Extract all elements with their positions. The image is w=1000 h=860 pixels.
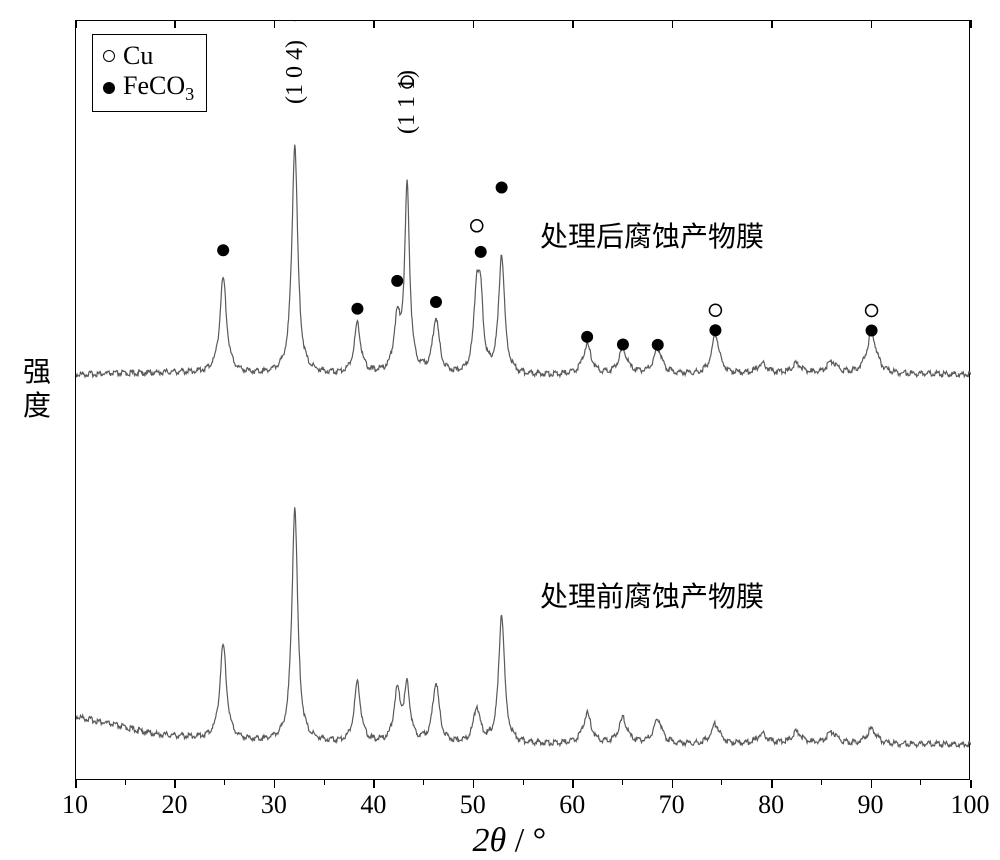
feco3-peak-marker-icon [496, 181, 508, 193]
x-tick [672, 20, 674, 28]
feco3-peak-marker-icon [351, 303, 363, 315]
legend-row: FeCO3 [103, 71, 194, 105]
cu-peak-marker-icon [471, 220, 483, 232]
xrd-chart: 强 度 2θ / ° CuFeCO3 10 20 30 40 50 60 70 80 90 100… [0, 0, 1000, 858]
x-tick-label: 90 [858, 790, 884, 820]
x-minor-tick [125, 780, 126, 785]
x-tick [274, 780, 276, 788]
y-axis-label: 强 度 [12, 0, 62, 780]
x-minor-tick [821, 780, 822, 785]
y-label-char-2: 度 [23, 390, 51, 424]
cu-peak-marker-icon [709, 304, 721, 316]
feco3-peak-marker-icon [581, 331, 593, 343]
x-tick [771, 780, 773, 788]
feco3-peak-marker-icon [652, 339, 664, 351]
x-tick [970, 780, 972, 788]
x-minor-tick [721, 780, 722, 785]
x-tick-label: 50 [460, 790, 486, 820]
miller-index-label: (1 1 1) [394, 70, 421, 134]
legend-label: FeCO3 [123, 71, 194, 105]
xrd-trace-before-treatment [76, 507, 971, 747]
x-tick [174, 780, 176, 788]
x-tick-label: 20 [161, 790, 187, 820]
x-tick [672, 780, 674, 788]
x-tick-label: 40 [360, 790, 386, 820]
x-minor-tick [920, 780, 921, 785]
feco3-peak-marker-icon [430, 296, 442, 308]
x-minor-tick [224, 780, 225, 785]
x-tick [871, 780, 873, 788]
x-tick [174, 20, 176, 28]
filled-circle-icon [103, 82, 115, 94]
miller-index-label: (1 0 4) [282, 40, 309, 104]
x-tick [572, 20, 574, 28]
x-tick [771, 20, 773, 28]
x-minor-tick [423, 780, 424, 785]
x-tick [75, 20, 77, 28]
x-tick-label: 70 [659, 790, 685, 820]
cu-peak-marker-icon [866, 305, 878, 317]
x-minor-tick [622, 780, 623, 785]
x-tick [473, 20, 475, 28]
feco3-peak-marker-icon [217, 244, 229, 256]
trace-annotation: 处理后腐蚀产物膜 [540, 215, 764, 255]
x-tick-label: 80 [758, 790, 784, 820]
x-tick [572, 780, 574, 788]
legend-row: Cu [103, 41, 194, 71]
x-tick [373, 20, 375, 28]
xrd-trace-after-treatment [76, 145, 971, 378]
legend-label: Cu [123, 41, 153, 71]
y-label-char-1: 强 [23, 356, 51, 390]
x-tick-label: 10 [62, 790, 88, 820]
open-circle-icon [103, 50, 115, 62]
x-tick [473, 780, 475, 788]
feco3-peak-marker-icon [866, 325, 878, 337]
x-minor-tick [523, 780, 524, 785]
xrd-svg [76, 21, 971, 781]
x-tick [75, 780, 77, 788]
plot-area [75, 20, 970, 780]
legend: CuFeCO3 [92, 34, 207, 112]
x-tick [373, 780, 375, 788]
x-axis-label: 2θ / ° [473, 822, 547, 860]
trace-annotation: 处理前腐蚀产物膜 [540, 575, 764, 615]
feco3-peak-marker-icon [709, 324, 721, 336]
x-tick-label: 30 [261, 790, 287, 820]
feco3-peak-marker-icon [391, 275, 403, 287]
x-tick [871, 20, 873, 28]
feco3-peak-marker-icon [475, 246, 487, 258]
x-minor-tick [324, 780, 325, 785]
x-tick-label: 100 [951, 790, 990, 820]
feco3-peak-marker-icon [617, 338, 629, 350]
x-tick [970, 20, 972, 28]
x-tick [274, 20, 276, 28]
x-tick-label: 60 [559, 790, 585, 820]
